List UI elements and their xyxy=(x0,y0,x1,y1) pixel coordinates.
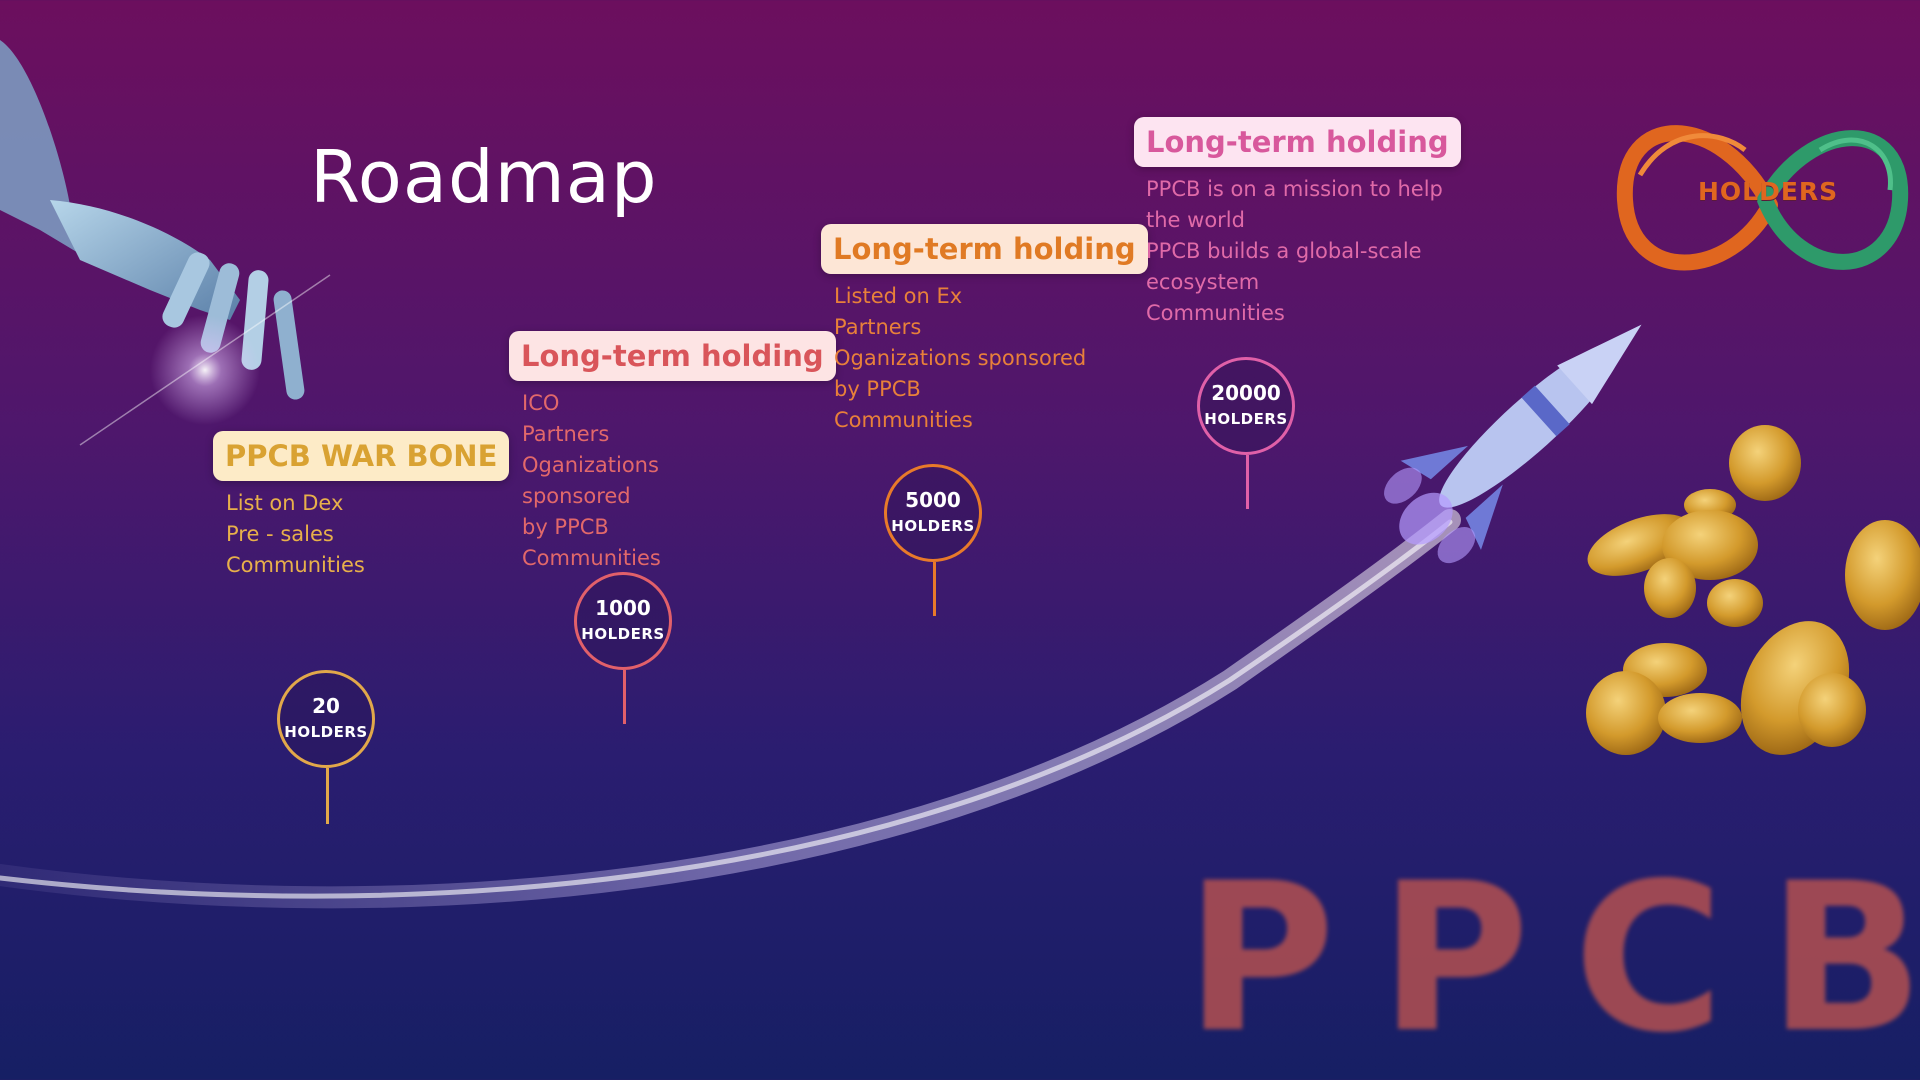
holders-logo: HOLDERS xyxy=(1615,115,1905,285)
stage-3-heading: Long-term holding xyxy=(821,224,1148,274)
stage-4-item: Communities xyxy=(1146,301,1285,325)
stage-1-item: Communities xyxy=(226,553,365,577)
stage-1-item: List on Dex xyxy=(226,491,344,515)
milestone-4-value: 20000 xyxy=(1211,381,1281,405)
rocket xyxy=(1384,324,1642,564)
stage-4-item: PPCB is on a mission to help xyxy=(1146,177,1443,201)
milestone-2-value: 1000 xyxy=(595,596,651,620)
stage-4-heading: Long-term holding xyxy=(1134,117,1461,167)
stage-4-item: ecosystem xyxy=(1146,270,1260,294)
milestone-1-badge: 20 HOLDERS xyxy=(277,670,375,768)
stage-3-item: by PPCB xyxy=(834,377,921,401)
milestone-1-value: 20 xyxy=(312,694,340,718)
page-title: Roadmap xyxy=(310,135,658,219)
stage-2-item: by PPCB xyxy=(522,515,609,539)
milestone-3-badge: 5000 HOLDERS xyxy=(884,464,982,562)
milestone-1-stem xyxy=(326,768,329,824)
milestone-3-stem xyxy=(933,562,936,616)
stage-1-item: Pre - sales xyxy=(226,522,334,546)
stage-1-list: List on Dex Pre - sales Communities xyxy=(226,488,466,581)
milestone-3-value: 5000 xyxy=(905,488,961,512)
milestone-4-unit: HOLDERS xyxy=(1204,410,1288,428)
bitcoin-coins xyxy=(1586,425,1920,755)
stage-2-list: ICO Partners Oganizations sponsored by P… xyxy=(522,388,772,574)
stage-2-item: ICO xyxy=(522,391,560,415)
stage-2-item: Communities xyxy=(522,546,661,570)
stage-4-item: the world xyxy=(1146,208,1245,232)
stage-3-item: Communities xyxy=(834,408,973,432)
brand-text: PPCB xyxy=(1185,840,1920,1078)
stage-3-list: Listed on Ex Partners Oganizations spons… xyxy=(834,281,1094,436)
robot-hand xyxy=(0,40,331,446)
stage-2-item: Oganizations sponsored xyxy=(522,453,659,508)
stage-3-item: Partners xyxy=(834,315,922,339)
milestone-4-badge: 20000 HOLDERS xyxy=(1197,357,1295,455)
stage-2-heading: Long-term holding xyxy=(509,331,836,381)
milestone-3-unit: HOLDERS xyxy=(891,517,975,535)
milestone-4-stem xyxy=(1246,455,1249,509)
milestone-1-unit: HOLDERS xyxy=(284,723,368,741)
stage-4-item: PPCB builds a global-scale xyxy=(1146,239,1422,263)
milestone-2-unit: HOLDERS xyxy=(581,625,665,643)
stage-1-heading: PPCB WAR BONE xyxy=(213,431,510,481)
stage-2-item: Partners xyxy=(522,422,610,446)
holders-logo-swirl xyxy=(1616,125,1909,271)
stage-4-list: PPCB is on a mission to help the world P… xyxy=(1146,174,1446,329)
stage-3-item: Oganizations sponsored xyxy=(834,346,1087,370)
holders-logo-text: HOLDERS xyxy=(1698,177,1839,206)
stage-3-item: Listed on Ex xyxy=(834,284,963,308)
milestone-2-badge: 1000 HOLDERS xyxy=(574,572,672,670)
rocket-trail xyxy=(0,509,1461,909)
milestone-2-stem xyxy=(623,670,626,724)
